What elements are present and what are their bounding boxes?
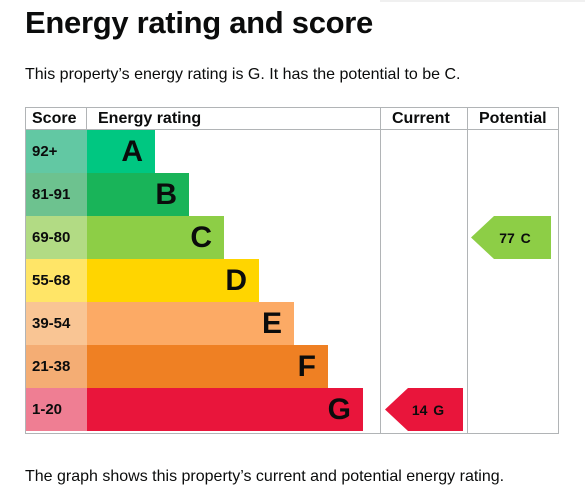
header-divider: [25, 129, 559, 130]
score-range-c: 69-80: [26, 216, 87, 259]
rating-band-a: A: [87, 130, 155, 173]
band-letter-d: D: [225, 263, 247, 297]
band-letter-b: B: [155, 177, 177, 211]
score-range-d: 55-68: [26, 259, 87, 302]
potential-column-divider: [467, 107, 468, 434]
current-column-divider: [380, 107, 381, 434]
current-rating-arrow: 14 G: [385, 388, 463, 431]
graph-border-bottom: [25, 433, 559, 434]
rating-summary-text: This property’s energy rating is G. It h…: [25, 66, 461, 83]
energy-rating-graph: Score Energy rating Current Potential 92…: [25, 107, 559, 434]
rating-band-c: C: [87, 216, 224, 259]
rating-band-f: F: [87, 345, 328, 388]
rating-band-g: G: [87, 388, 363, 431]
potential-rating-label: 77 C: [499, 229, 531, 246]
rating-band-b: B: [87, 173, 189, 216]
band-letter-e: E: [261, 306, 282, 340]
band-letter-g: G: [327, 392, 351, 426]
score-range-e: 39-54: [26, 302, 87, 345]
graph-border-top: [25, 107, 559, 108]
top-divider: [380, 0, 585, 2]
band-letter-c: C: [190, 220, 212, 254]
band-letter-a: A: [121, 134, 143, 168]
graph-border-right: [558, 107, 559, 434]
potential-header: Potential: [479, 110, 547, 127]
graph-border-left: [25, 107, 26, 434]
current-header: Current: [392, 110, 450, 127]
score-range-b: 81-91: [26, 173, 87, 216]
score-range-g: 1-20: [26, 388, 87, 431]
score-range-a: 92+: [26, 130, 87, 173]
current-rating-label: 14 G: [411, 401, 445, 418]
energy-rating-header: Energy rating: [98, 110, 202, 127]
score-column-divider: [86, 107, 87, 130]
band-letter-f: F: [297, 349, 316, 383]
rating-band-d: D: [87, 259, 259, 302]
rating-band-e: E: [87, 302, 294, 345]
graph-description-text: The graph shows this property’s current …: [25, 468, 505, 485]
potential-rating-arrow: 77 C: [471, 216, 551, 259]
score-range-f: 21-38: [26, 345, 87, 388]
page-title: Energy rating and score: [25, 5, 373, 40]
score-header: Score: [32, 110, 77, 127]
